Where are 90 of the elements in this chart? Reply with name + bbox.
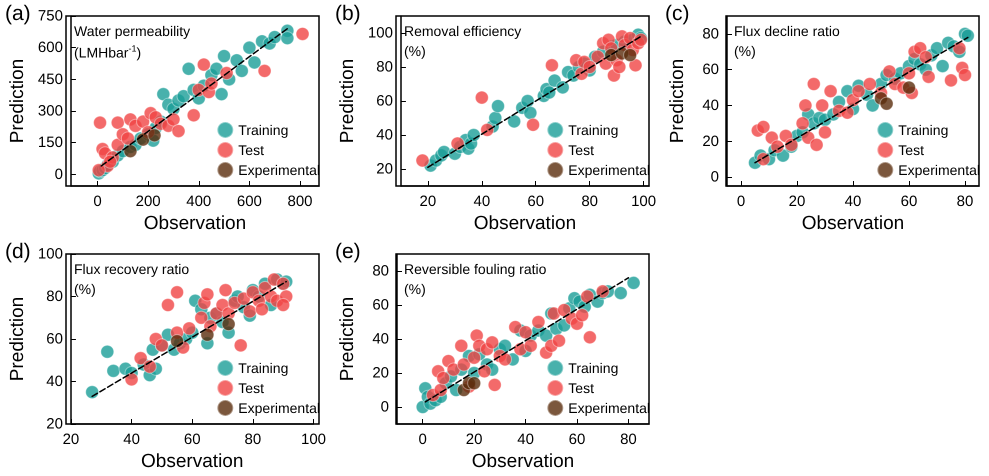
x-axis-title: Observation xyxy=(474,212,576,234)
x-tick-label: 400 xyxy=(186,193,212,210)
legend-label: Test xyxy=(568,142,594,158)
annotation: (%) xyxy=(404,281,426,297)
x-tick-label: 20 xyxy=(788,193,806,210)
legend-label: Training xyxy=(568,360,618,376)
y-tick-label: 20 xyxy=(46,416,63,432)
legend-label: Test xyxy=(568,380,594,396)
y-tick-label: 0 xyxy=(380,398,389,416)
legend-label: Experimental xyxy=(238,400,320,416)
x-tick-label: 0 xyxy=(736,193,746,210)
legend-label: Test xyxy=(238,380,264,396)
chart-title: (d) xyxy=(5,240,31,263)
y-axis-title: Prediction xyxy=(667,58,688,144)
y-axis-title: Prediction xyxy=(337,296,358,382)
x-tick-label: 0 xyxy=(418,431,427,448)
y-tick-label: 80 xyxy=(46,288,63,305)
legend-label: Training xyxy=(898,122,948,138)
x-tick-label: 20 xyxy=(62,431,80,448)
y-tick-label: 40 xyxy=(376,126,393,144)
legend-label: Experimental xyxy=(568,400,650,416)
y-tick-label: 100 xyxy=(38,246,63,262)
chart-title: (e) xyxy=(335,240,361,263)
legend-label: Training xyxy=(238,360,288,376)
x-tick-label: 40 xyxy=(517,431,534,448)
y-tick-label: 300 xyxy=(38,102,63,120)
x-tick-label: 80 xyxy=(244,431,262,448)
y-tick-label: 0 xyxy=(710,168,719,186)
annotation: Flux decline ratio xyxy=(734,23,840,39)
y-tick-label: 60 xyxy=(372,296,389,314)
x-tick-label: 60 xyxy=(184,431,201,448)
annotation: (%) xyxy=(404,43,426,59)
y-axis-title: Prediction xyxy=(337,58,358,144)
x-axis-title: Observation xyxy=(802,212,904,234)
x-tick-label: 200 xyxy=(136,193,161,210)
annotation: Reversible fouling ratio xyxy=(404,261,547,277)
x-axis-title: Observation xyxy=(144,212,246,234)
y-axis-title: Prediction xyxy=(7,296,28,382)
y-tick-label: 20 xyxy=(376,160,393,178)
y-tick-label: 80 xyxy=(376,58,393,76)
x-tick-label: 80 xyxy=(581,193,598,210)
x-tick-label: 100 xyxy=(631,193,656,210)
y-tick-label: 600 xyxy=(38,39,63,56)
chart-title: (a) xyxy=(5,2,31,25)
legend-label: Training xyxy=(238,122,288,138)
y-tick-label: 450 xyxy=(38,70,63,88)
y-tick-label: 40 xyxy=(702,96,719,114)
annotation: (%) xyxy=(734,43,756,59)
x-tick-label: 60 xyxy=(900,193,918,210)
y-tick-label: 40 xyxy=(372,330,389,348)
x-tick-label: 40 xyxy=(123,431,140,448)
y-tick-label: 60 xyxy=(702,61,719,78)
y-tick-label: 20 xyxy=(372,364,389,382)
y-tick-label: 80 xyxy=(702,25,719,42)
x-tick-label: 40 xyxy=(844,193,862,210)
annotation: (%) xyxy=(74,281,96,297)
y-tick-label: 40 xyxy=(46,373,63,390)
y-axis-title: Prediction xyxy=(7,58,28,144)
annotation: Flux recovery ratio xyxy=(74,261,190,277)
x-axis-title: Observation xyxy=(472,450,574,472)
legend-label: Test xyxy=(238,142,264,158)
chart-title: (b) xyxy=(335,2,361,25)
x-tick-label: 40 xyxy=(473,193,490,210)
y-tick-label: 60 xyxy=(376,92,393,110)
y-tick-label: 60 xyxy=(46,330,63,348)
x-tick-label: 600 xyxy=(236,193,262,210)
y-tick-label: 150 xyxy=(38,134,63,152)
legend-label: Experimental xyxy=(568,162,650,178)
y-tick-label: 0 xyxy=(54,166,63,183)
legend-label: Experimental xyxy=(238,162,320,178)
y-tick-label: 20 xyxy=(702,132,719,150)
x-tick-label: 20 xyxy=(420,193,436,210)
x-tick-label: 800 xyxy=(288,193,313,210)
legend-label: Training xyxy=(568,122,618,138)
x-tick-label: 60 xyxy=(568,431,586,448)
chart-title: (c) xyxy=(665,2,690,25)
x-tick-label: 80 xyxy=(956,193,974,210)
legend-label: Experimental xyxy=(898,162,980,178)
x-tick-label: 20 xyxy=(466,431,482,448)
annotation: Water permeability xyxy=(74,23,190,39)
x-tick-label: 0 xyxy=(93,193,102,210)
x-tick-label: 80 xyxy=(620,431,637,448)
x-tick-label: 100 xyxy=(300,431,326,448)
x-tick-label: 60 xyxy=(527,193,544,210)
y-tick-label: 100 xyxy=(368,24,393,42)
y-tick-label: 750 xyxy=(38,8,63,24)
y-tick-label: 80 xyxy=(372,262,389,280)
annotation: Removal efficiency xyxy=(404,23,522,39)
x-axis-title: Observation xyxy=(140,450,244,472)
legend-label: Test xyxy=(898,142,924,158)
